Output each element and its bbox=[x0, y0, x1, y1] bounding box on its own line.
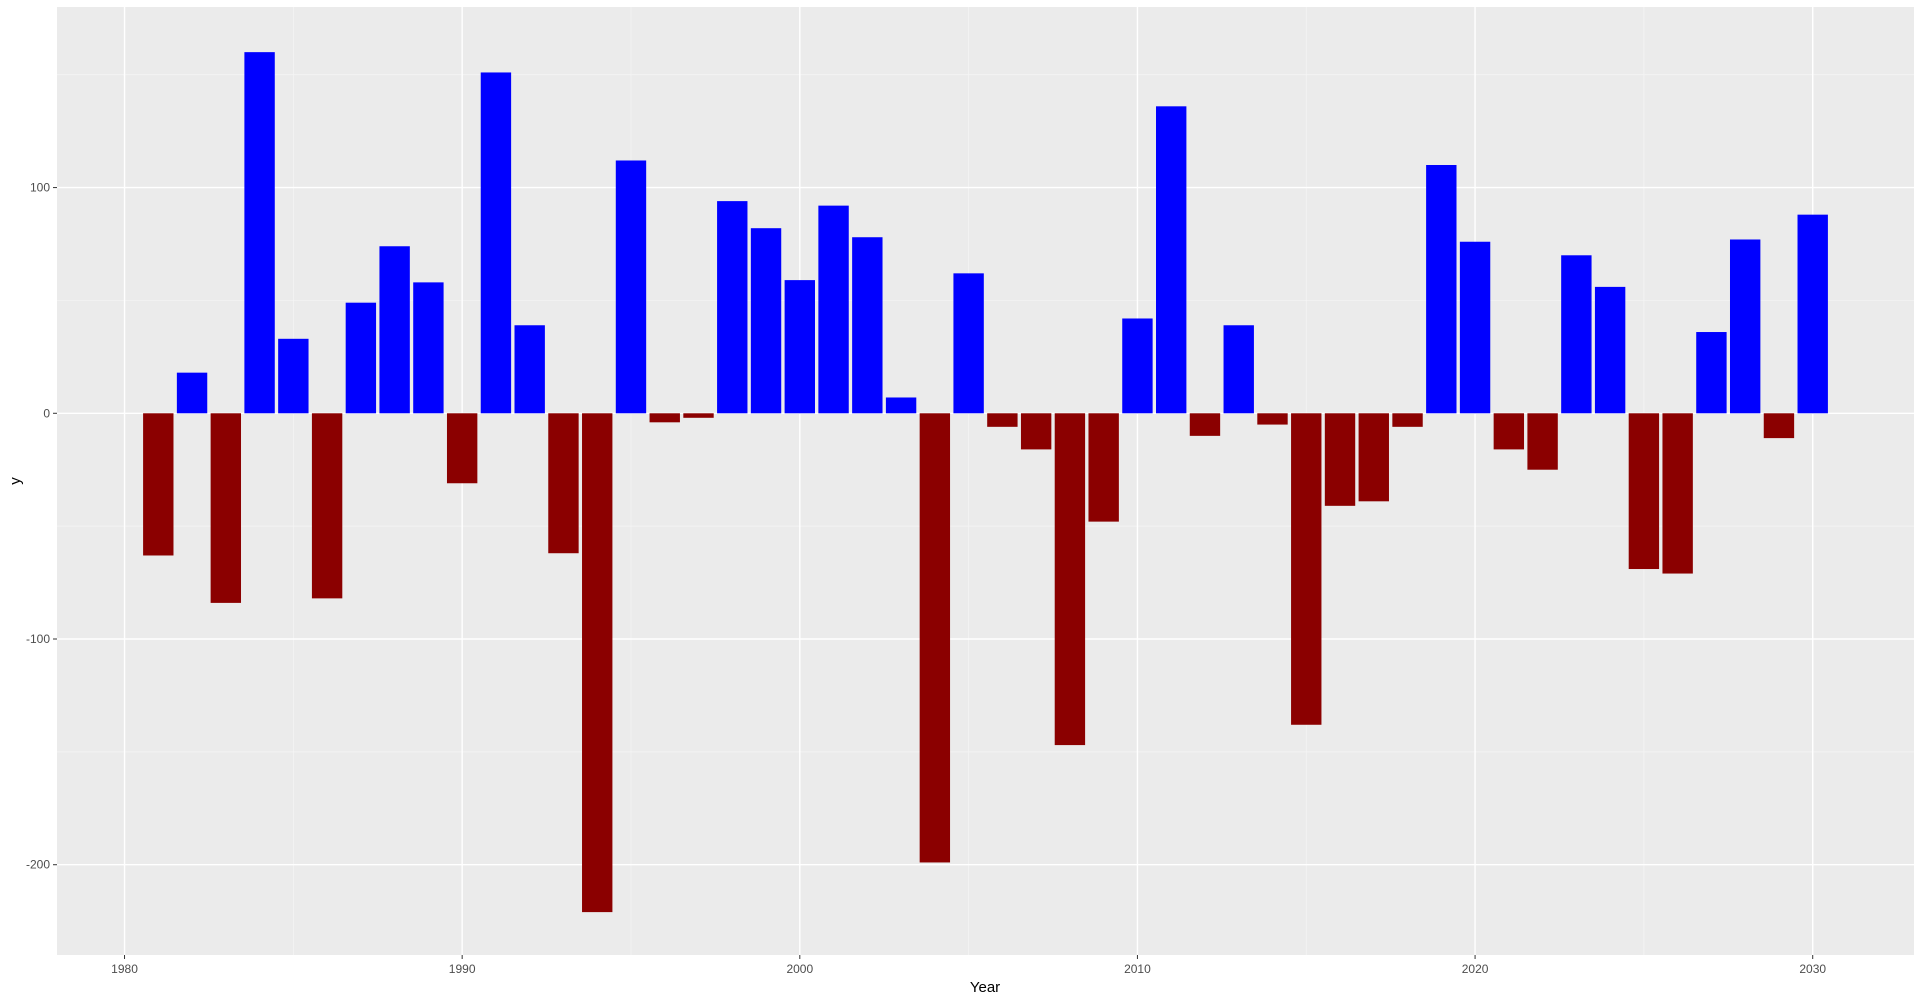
bar-2029 bbox=[1763, 413, 1795, 439]
bar-1996 bbox=[649, 413, 680, 423]
y-tick-label: 100 bbox=[30, 181, 50, 195]
bar-1987 bbox=[345, 302, 377, 414]
plot-panel bbox=[57, 7, 1914, 955]
bar-1988 bbox=[379, 246, 410, 414]
x-axis-title: Year bbox=[970, 979, 1000, 996]
bar-1981 bbox=[143, 413, 174, 556]
bar-1995 bbox=[615, 160, 647, 414]
y-tick-label: -100 bbox=[26, 632, 50, 646]
bar-1989 bbox=[413, 282, 444, 414]
bar-2007 bbox=[1020, 413, 1052, 450]
bar-2027 bbox=[1696, 332, 1727, 414]
x-tick-label: 1980 bbox=[111, 962, 138, 976]
bar-2002 bbox=[852, 237, 883, 414]
bar-2022 bbox=[1527, 413, 1558, 470]
bar-1997 bbox=[683, 413, 714, 418]
bar-2021 bbox=[1493, 413, 1525, 450]
bar-2000 bbox=[784, 280, 815, 414]
y-tick-label: 0 bbox=[43, 406, 50, 420]
bar-2024 bbox=[1594, 286, 1626, 414]
bar-1999 bbox=[750, 228, 782, 414]
bar-2018 bbox=[1392, 413, 1423, 427]
bar-2020 bbox=[1459, 241, 1491, 414]
bar-2006 bbox=[987, 413, 1018, 427]
minor-gridlines bbox=[57, 7, 1914, 955]
bar-1984 bbox=[244, 52, 275, 414]
bar-2028 bbox=[1729, 239, 1761, 414]
bar-2010 bbox=[1122, 318, 1153, 414]
bar-2012 bbox=[1189, 413, 1221, 436]
y-axis-ticks: -200 -100 0 100 bbox=[26, 181, 57, 872]
bar-2003 bbox=[885, 397, 917, 414]
x-tick-label: 1990 bbox=[449, 962, 476, 976]
y-tick-label: -200 bbox=[26, 858, 50, 872]
bar-1994 bbox=[582, 413, 613, 913]
bar-2015 bbox=[1291, 413, 1322, 725]
bar-1985 bbox=[278, 338, 309, 414]
watermark-text: https://blog.csdn.net/weixin_43208322 bbox=[1656, 982, 1912, 999]
bar-1986 bbox=[311, 413, 343, 599]
bar-1992 bbox=[514, 325, 545, 414]
bar-2016 bbox=[1324, 413, 1356, 506]
x-tick-label: 2020 bbox=[1462, 962, 1489, 976]
bar-2019 bbox=[1426, 165, 1457, 414]
bar-2013 bbox=[1223, 325, 1254, 414]
bar-2004 bbox=[919, 413, 951, 863]
bar-2009 bbox=[1088, 413, 1119, 522]
bar-2030 bbox=[1797, 214, 1828, 414]
bar-2023 bbox=[1561, 255, 1592, 414]
bar-2017 bbox=[1358, 413, 1389, 502]
bar-2011 bbox=[1156, 106, 1187, 414]
x-tick-label: 2030 bbox=[1799, 962, 1826, 976]
bar-2008 bbox=[1054, 413, 1086, 746]
bar-1998 bbox=[717, 201, 748, 414]
bar-1983 bbox=[210, 413, 242, 603]
x-axis-ticks: 1980 1990 2000 2010 2020 2030 bbox=[111, 955, 1826, 976]
x-tick-label: 2010 bbox=[1124, 962, 1151, 976]
bar-2005 bbox=[953, 273, 984, 414]
y-axis-title: y bbox=[7, 477, 24, 485]
bar-1993 bbox=[548, 413, 579, 554]
bar-2014 bbox=[1257, 413, 1288, 425]
bar-2001 bbox=[818, 205, 849, 414]
bar-2025 bbox=[1628, 413, 1660, 570]
x-tick-label: 2000 bbox=[786, 962, 813, 976]
bar-1990 bbox=[446, 413, 478, 484]
bar-2026 bbox=[1662, 413, 1693, 574]
bars bbox=[143, 52, 1828, 913]
bar-1982 bbox=[176, 372, 208, 414]
bar-1991 bbox=[480, 72, 512, 414]
